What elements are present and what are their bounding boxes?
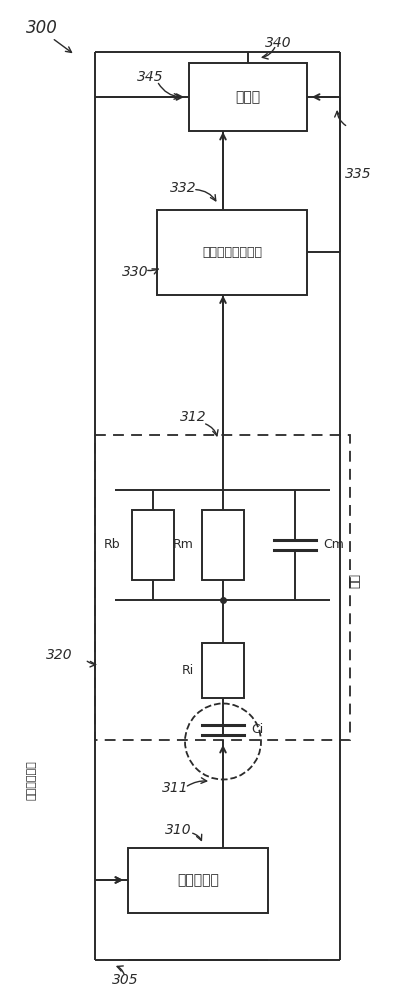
Text: 参考: 参考 — [348, 572, 362, 587]
Bar — [157, 210, 307, 294]
Text: Cm: Cm — [323, 538, 344, 552]
Text: Ri: Ri — [182, 664, 194, 676]
Bar — [132, 510, 174, 580]
Text: 320: 320 — [46, 648, 73, 662]
Text: 频率控制输入: 频率控制输入 — [27, 760, 37, 800]
Text: Rb: Rb — [103, 538, 120, 552]
Bar — [128, 848, 268, 912]
Bar — [202, 643, 244, 698]
Bar — [95, 435, 350, 740]
Text: Ci: Ci — [251, 723, 263, 736]
Text: 305: 305 — [112, 973, 138, 987]
Text: 312: 312 — [180, 410, 206, 424]
Text: Rm: Rm — [173, 538, 194, 552]
Text: 积分器: 积分器 — [236, 90, 260, 104]
Text: 310: 310 — [165, 822, 191, 836]
Text: 332: 332 — [170, 180, 196, 194]
Text: 压控振荡器: 压控振荡器 — [177, 873, 219, 887]
Text: 330: 330 — [122, 265, 148, 279]
Text: 340: 340 — [265, 36, 291, 50]
Text: 345: 345 — [137, 70, 163, 84]
Bar — [202, 510, 244, 580]
Text: 相敏感信号检测器: 相敏感信号检测器 — [202, 245, 262, 258]
Text: 311: 311 — [162, 780, 188, 794]
Text: 335: 335 — [345, 167, 372, 181]
Text: 300: 300 — [26, 19, 58, 37]
Bar — [189, 63, 307, 131]
